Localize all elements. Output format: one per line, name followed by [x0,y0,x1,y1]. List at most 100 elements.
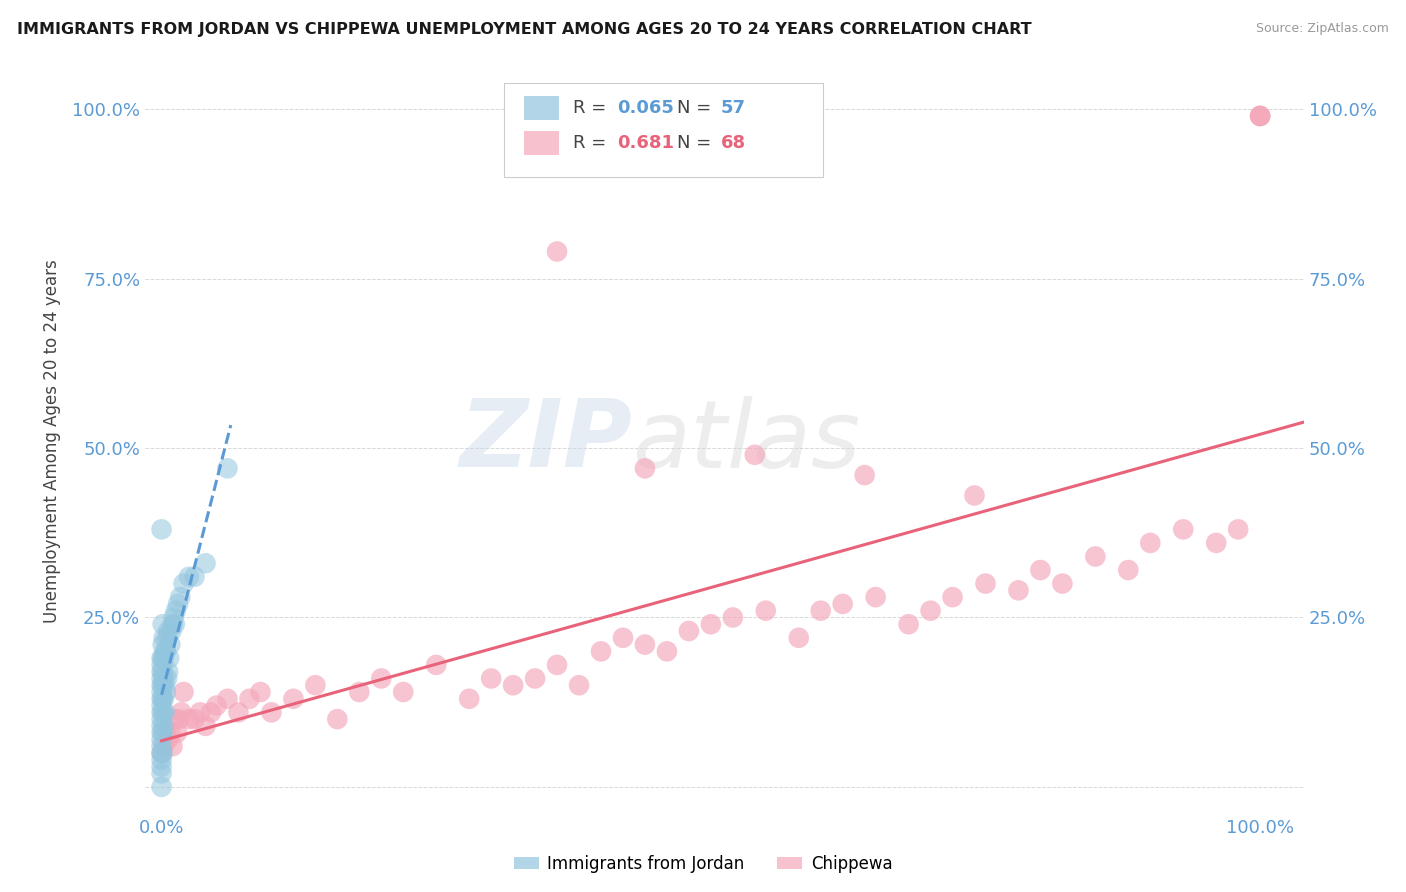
Point [157,624,180,638]
Point [787,631,810,645]
Point [159,725,181,739]
Point [524,672,547,686]
Point [304,678,326,692]
Point [897,617,920,632]
Point [1205,536,1227,550]
Point [963,488,986,502]
Point [152,651,174,665]
Point [217,461,239,475]
Point [920,604,942,618]
Point [165,604,187,618]
Point [163,610,186,624]
Point [1116,563,1139,577]
Point [162,617,184,632]
Text: R =: R = [572,99,612,117]
Text: 68: 68 [721,134,747,152]
Point [150,685,173,699]
Point [152,665,174,679]
Point [1052,576,1074,591]
Point [159,638,181,652]
Point [150,746,173,760]
Point [349,685,371,699]
Point [150,651,173,665]
Point [173,685,195,699]
Text: ZIP: ZIP [458,395,631,487]
Point [155,725,177,739]
Point [150,522,173,536]
Point [721,610,744,624]
Point [150,739,173,754]
Point [152,651,174,665]
Point [157,665,180,679]
Point [157,732,180,747]
Point [150,725,173,739]
Point [194,719,217,733]
Point [458,691,481,706]
Point [153,678,176,692]
Point [152,631,174,645]
Point [167,597,190,611]
Point [853,468,876,483]
Text: IMMIGRANTS FROM JORDAN VS CHIPPEWA UNEMPLOYMENT AMONG AGES 20 TO 24 YEARS CORREL: IMMIGRANTS FROM JORDAN VS CHIPPEWA UNEMP… [17,22,1032,37]
Point [150,706,173,720]
Point [157,651,180,665]
Point [163,617,186,632]
Point [152,706,174,720]
Point [1249,109,1271,123]
Point [249,685,271,699]
Point [865,590,887,604]
Point [188,706,211,720]
Point [1029,563,1052,577]
Point [634,638,657,652]
Point [1084,549,1107,564]
Point [153,644,176,658]
Text: 0.065: 0.065 [617,99,673,117]
Point [155,644,177,658]
Point [166,725,188,739]
Point [392,685,415,699]
Text: R =: R = [572,134,612,152]
Point [205,698,228,713]
Text: Source: ZipAtlas.com: Source: ZipAtlas.com [1256,22,1389,36]
Point [228,706,250,720]
Point [612,631,634,645]
Point [163,712,186,726]
Point [150,672,173,686]
Point [238,691,260,706]
Point [152,672,174,686]
Legend: Immigrants from Jordan, Chippewa: Immigrants from Jordan, Chippewa [508,848,898,880]
Text: 0.681: 0.681 [617,134,673,152]
Point [425,657,447,672]
Point [183,712,205,726]
Point [160,624,183,638]
Point [150,678,173,692]
Bar [524,131,558,155]
Point [150,753,173,767]
Point [655,644,678,658]
Point [152,739,174,754]
Point [153,706,176,720]
Point [194,556,217,570]
Point [200,706,222,720]
Text: N =: N = [678,134,717,152]
Point [150,766,173,780]
Point [152,617,174,632]
FancyBboxPatch shape [505,84,823,177]
Bar [524,96,558,120]
Point [177,712,200,726]
Y-axis label: Unemployment Among Ages 20 to 24 years: Unemployment Among Ages 20 to 24 years [44,260,60,624]
Point [810,604,832,618]
Point [370,672,392,686]
Point [173,576,195,591]
Point [152,719,174,733]
Point [217,691,239,706]
Point [634,461,657,475]
Point [183,570,205,584]
Point [152,691,174,706]
Point [170,706,193,720]
Point [152,678,174,692]
Point [152,725,174,739]
Point [1249,109,1271,123]
Point [152,746,174,760]
Point [326,712,349,726]
